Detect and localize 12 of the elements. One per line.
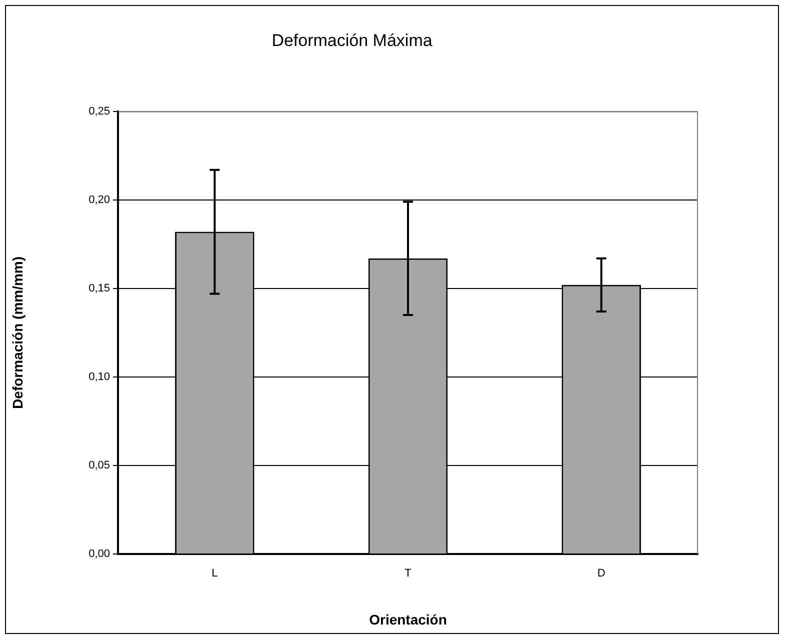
y-tick-label: 0,15: [88, 282, 110, 294]
y-tick-label: 0,05: [88, 460, 110, 472]
x-tick-label: T: [404, 568, 412, 580]
y-tick-label: 0,10: [88, 370, 110, 383]
y-tick-label: 0,20: [88, 194, 110, 206]
y-tick-label: 0,00: [88, 548, 110, 560]
y-axis-title: Deformación (mm/mm): [9, 256, 26, 409]
x-tick-label: D: [597, 568, 606, 580]
chart-title: Deformación Máxima: [272, 30, 433, 50]
y-tick-label: 0,25: [88, 105, 110, 118]
x-axis-title: Orientación: [369, 611, 447, 628]
x-tick-label: L: [212, 568, 218, 580]
